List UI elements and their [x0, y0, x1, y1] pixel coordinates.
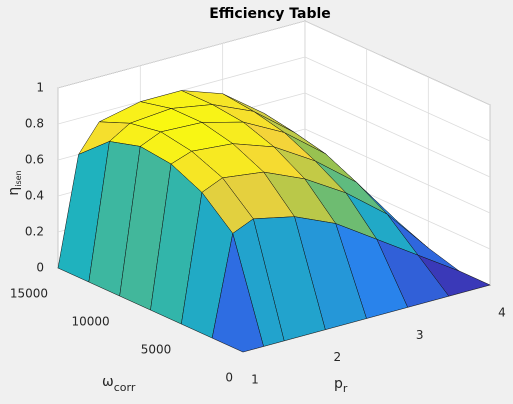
z-tick-label: 0.8 — [25, 117, 44, 131]
x-label-sub: r — [343, 382, 348, 395]
z-tick-label: 0 — [36, 261, 44, 275]
z-grid-side — [304, 20, 491, 106]
y-label-main: ω — [102, 374, 114, 390]
x-label-main: p — [334, 376, 343, 392]
tick-labels: 1 2 3 4 0 5000 10000 15000 0 0.2 0.4 0.6 0.8 1 — [10, 81, 506, 387]
chart-title: Efficiency Table — [209, 6, 331, 22]
z-tick-label: 1 — [36, 81, 44, 95]
y-axis-label: ωcorr — [102, 374, 136, 394]
x-tick-label: 4 — [498, 306, 506, 320]
z-tick-label: 0.4 — [25, 189, 44, 203]
x-tick-label: 3 — [416, 328, 424, 342]
z-grid-side — [304, 92, 491, 178]
y-tick-label: 5000 — [141, 343, 172, 357]
x-tick-label: 1 — [251, 373, 259, 387]
y-label-sub: corr — [114, 381, 136, 394]
z-label-sub: isen — [14, 170, 23, 186]
z-grid-back — [57, 20, 306, 89]
z-tick-label: 0.6 — [25, 153, 44, 167]
surface — [57, 90, 491, 353]
z-label-main: η — [6, 187, 22, 196]
surface-patch — [211, 233, 264, 353]
x-axis-label: pr — [334, 376, 348, 395]
z-grid-side — [304, 56, 491, 142]
y-tick-label: 15000 — [10, 287, 48, 301]
x-tick-label: 2 — [334, 350, 342, 364]
z-axis-label: ηisen — [6, 170, 23, 195]
z-tick-label: 0.2 — [25, 225, 44, 239]
z-grid-side — [304, 128, 491, 214]
y-tick-label: 0 — [225, 371, 233, 385]
y-tick-label: 10000 — [71, 315, 109, 329]
